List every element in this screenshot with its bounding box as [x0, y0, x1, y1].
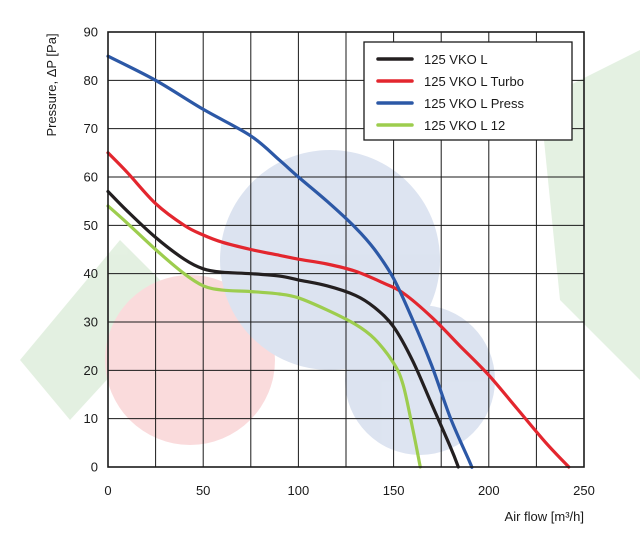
series-line-125-vko-l-12 [106, 204, 422, 469]
y-tick-label: 80 [84, 73, 98, 88]
x-tick-label: 150 [383, 483, 405, 498]
y-tick-label: 30 [84, 315, 98, 330]
y-tick-label: 50 [84, 218, 98, 233]
series-line-125-vko-l-turbo [106, 151, 571, 469]
series-line-125-vko-l [106, 189, 460, 469]
legend-label: 125 VKO L Turbo [424, 74, 524, 89]
x-tick-label: 200 [478, 483, 500, 498]
y-tick-label: 10 [84, 411, 98, 426]
x-tick-label: 250 [573, 483, 595, 498]
x-axis-label: Air flow [m³/h] [505, 509, 584, 524]
x-tick-label: 50 [196, 483, 210, 498]
legend: 125 VKO L 125 VKO L Turbo 125 VKO L Press 1… [363, 41, 573, 141]
x-tick-label: 100 [288, 483, 310, 498]
series-line-125-vko-l-press [106, 54, 474, 469]
y-tick-label: 0 [91, 460, 98, 475]
y-tick-label: 90 [84, 25, 98, 40]
legend-label: 125 VKO L Press [424, 96, 524, 111]
x-tick-label: 0 [104, 483, 111, 498]
series-lines [106, 54, 571, 469]
tick-labels: 0 50 100 150 200 250 0 10 20 30 40 50 60 70 80 90 [84, 25, 595, 499]
y-tick-label: 70 [84, 121, 98, 136]
y-tick-label: 20 [84, 363, 98, 378]
y-tick-label: 60 [84, 170, 98, 185]
legend-label: 125 VKO L [424, 52, 488, 67]
legend-label: 125 VKO L 12 [424, 118, 505, 133]
plot-frame [107, 31, 585, 468]
y-axis-label: Pressure, ΔP [Pa] [44, 33, 59, 136]
y-tick-label: 40 [84, 266, 98, 281]
